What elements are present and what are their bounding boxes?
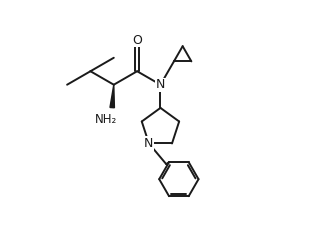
Text: O: O — [132, 34, 142, 47]
Text: N: N — [156, 78, 165, 91]
Text: N: N — [144, 137, 153, 150]
Text: NH₂: NH₂ — [95, 113, 117, 126]
Polygon shape — [110, 85, 114, 108]
